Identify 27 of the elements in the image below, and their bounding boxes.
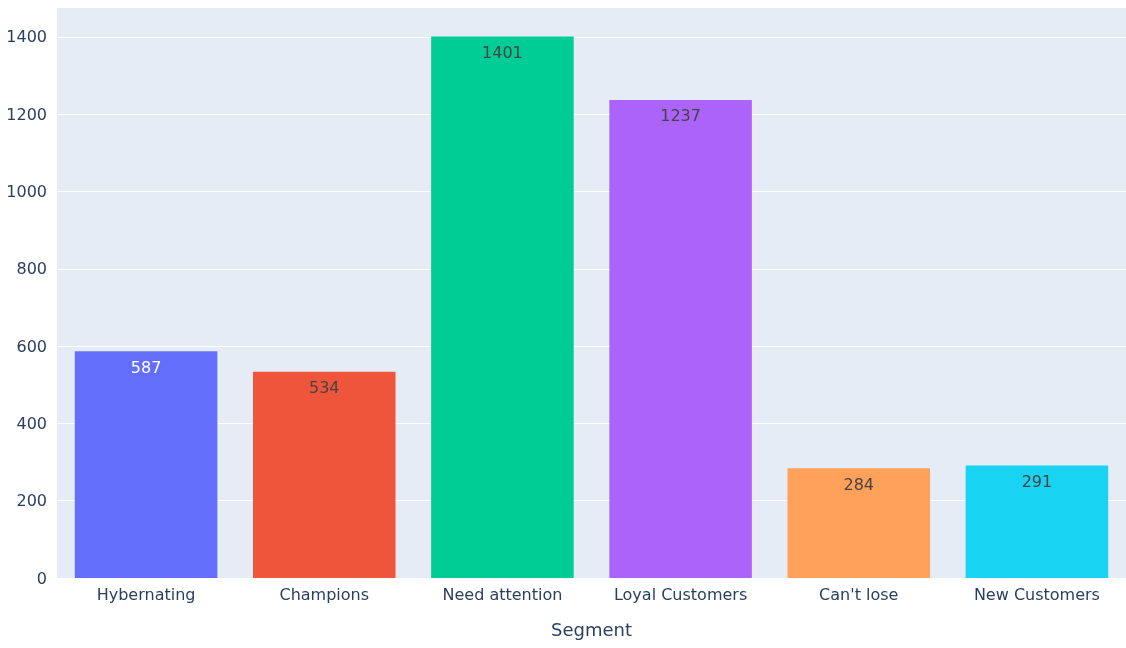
y-tick-label: 0 <box>36 568 47 588</box>
bar <box>609 99 752 578</box>
data-label: 534 <box>308 378 340 398</box>
bar <box>74 351 218 578</box>
bar <box>252 371 396 578</box>
y-tick-label: 400 <box>16 413 47 433</box>
data-label: 284 <box>843 474 875 494</box>
y-tick-label: 600 <box>16 336 47 356</box>
bar <box>965 465 1109 578</box>
bar <box>431 36 574 578</box>
y-tick-label: 1200 <box>6 104 47 124</box>
x-tick-label: Can't lose <box>819 584 899 604</box>
bar <box>787 468 931 578</box>
x-axis-title: Segment <box>551 618 632 640</box>
y-tick-label: 200 <box>16 491 47 511</box>
x-tick-label: Hybernating <box>96 584 196 604</box>
y-tick-label: 1000 <box>6 182 47 202</box>
x-tick-label: Loyal Customers <box>613 584 748 604</box>
data-label: 587 <box>130 357 162 377</box>
y-tick-label: 800 <box>16 259 47 279</box>
y-tick-label: 1400 <box>6 27 47 47</box>
data-label: 1237 <box>660 106 701 126</box>
x-tick-label: Need attention <box>442 584 563 604</box>
x-tick-label: New Customers <box>973 584 1100 604</box>
data-label: 291 <box>1021 472 1053 492</box>
data-label: 1401 <box>482 43 523 63</box>
x-tick-label: Champions <box>279 584 370 604</box>
